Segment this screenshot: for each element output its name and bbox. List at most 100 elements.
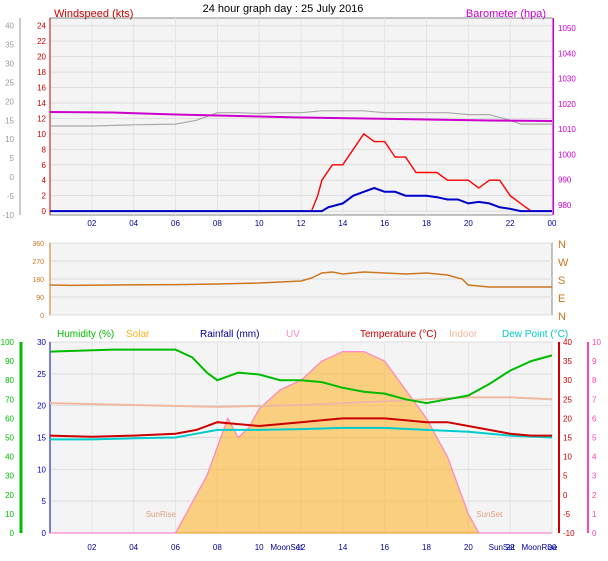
wind-y-tick: 2	[42, 192, 47, 201]
barometer-line	[49, 111, 553, 122]
compass-label: E	[558, 293, 565, 305]
wind-x-tick: 06	[171, 219, 180, 228]
wind-y-tick: 18	[37, 68, 46, 77]
uv-y-tick: 3	[592, 472, 597, 481]
legend-item: UV	[286, 329, 300, 340]
wind-label: Windspeed (kts)	[54, 8, 133, 20]
wind-x-tick: 22	[506, 219, 515, 228]
uv-y-tick: 5	[592, 434, 597, 443]
weather-panel: 0510152025300102030405060708090100-10-50…	[1, 338, 602, 552]
humidity-y-tick: 90	[5, 357, 14, 366]
uv-y-tick: 6	[592, 414, 597, 423]
wind-x-tick: 20	[464, 219, 473, 228]
humidity-y-tick: 20	[5, 491, 14, 500]
uv-y-tick: 0	[592, 529, 597, 538]
outer-y-tick: -5	[7, 192, 15, 201]
humidity-y-tick: 100	[1, 338, 15, 347]
weather-x-tick: 14	[338, 543, 347, 552]
legend-item: Rainfall (mm)	[200, 329, 259, 340]
humidity-y-tick: 70	[5, 395, 14, 404]
wind-x-tick: 02	[87, 219, 96, 228]
humidity-y-tick: 30	[5, 472, 14, 481]
weather-x-tick: 20	[464, 543, 473, 552]
barometer-y-tick: 1020	[558, 100, 576, 109]
uv-y-tick: 8	[592, 376, 597, 385]
rain-y-tick: 5	[42, 497, 47, 506]
humidity-y-tick: 60	[5, 414, 14, 423]
indoor-temp-line	[49, 396, 553, 408]
chart-title: 24 hour graph day : 25 July 2016	[203, 3, 364, 15]
wind-y-tick: 22	[37, 37, 46, 46]
humidity-y-tick: 10	[5, 510, 14, 519]
moonset-label: MoonSet	[270, 543, 303, 552]
weather-x-tick: 06	[171, 543, 180, 552]
weather-x-tick: 10	[255, 543, 264, 552]
wind-x-tick: 10	[255, 219, 264, 228]
legend-item: Indoor	[449, 329, 478, 340]
wind-y-tick: 16	[37, 84, 46, 93]
weather-x-tick: 18	[422, 543, 431, 552]
temperature-line	[49, 417, 552, 438]
legend-item: Temperature (°C)	[360, 329, 437, 340]
uv-y-tick: 4	[592, 453, 597, 462]
temp-y-tick: -10	[563, 529, 575, 538]
direction-y-tick: 180	[32, 277, 44, 284]
outer-y-tick: 15	[5, 116, 14, 125]
humidity-y-tick: 0	[10, 529, 15, 538]
weather-x-tick: 08	[213, 543, 222, 552]
temp-y-tick: 20	[563, 414, 572, 423]
wind-x-tick: 18	[422, 219, 431, 228]
outer-y-tick: 5	[10, 154, 15, 163]
temp-y-tick: 15	[563, 434, 572, 443]
temp-y-tick: 40	[563, 338, 572, 347]
barometer-y-tick: 980	[558, 201, 572, 210]
sunset-label: SunSet	[476, 510, 503, 519]
wind-y-tick: 4	[42, 176, 47, 185]
wind-x-tick: 12	[297, 219, 306, 228]
wind-y-tick: 20	[37, 53, 46, 62]
compass-label: N	[558, 239, 566, 251]
outer-y-tick: 10	[5, 135, 14, 144]
wind-y-tick: 8	[42, 145, 47, 154]
uv-y-tick: 2	[592, 491, 597, 500]
weather-legend: Humidity (%) Solar Rainfall (mm) UV Temperat…	[57, 329, 568, 340]
outer-y-tick: 35	[5, 41, 14, 50]
temp-y-tick: 5	[563, 472, 568, 481]
weather-x-tick: 04	[129, 543, 138, 552]
rain-y-tick: 20	[37, 402, 46, 411]
outer-y-tick: 20	[5, 97, 14, 106]
outer-y-tick: 25	[5, 78, 14, 87]
legend-item: Dew Point (°C)	[502, 329, 568, 340]
direction-y-tick: 270	[32, 259, 44, 266]
uv-y-tick: 1	[592, 510, 597, 519]
barometer-y-tick: 1010	[558, 125, 576, 134]
legend-item: Humidity (%)	[57, 329, 114, 340]
direction-line	[49, 271, 552, 288]
wind-x-tick: 04	[129, 219, 138, 228]
gray-series-line	[50, 110, 552, 127]
rain-y-tick: 30	[37, 338, 46, 347]
humidity-y-tick: 40	[5, 453, 14, 462]
uv-y-tick: 10	[592, 338, 601, 347]
weather-x-tick: 02	[87, 543, 96, 552]
barometer-y-tick: 1030	[558, 75, 576, 84]
temp-y-tick: 0	[563, 491, 568, 500]
wind-gust-line	[50, 132, 552, 212]
outer-y-tick: 30	[5, 59, 14, 68]
wind-x-tick: 16	[380, 219, 389, 228]
humidity-line	[49, 348, 553, 405]
direction-y-tick: 360	[32, 241, 44, 248]
uv-y-tick: 7	[592, 395, 597, 404]
temp-y-tick: 10	[563, 453, 572, 462]
moonrise-label: MoonRise	[521, 543, 558, 552]
temp-y-tick: 25	[563, 395, 572, 404]
compass-label: W	[558, 257, 569, 269]
weather-x-tick: 00	[548, 543, 557, 552]
wind-x-tick: 14	[338, 219, 347, 228]
weather-x-tick: 16	[380, 543, 389, 552]
direction-y-tick: 90	[36, 295, 44, 302]
rain-y-tick: 25	[37, 370, 46, 379]
wind-x-tick: 00	[548, 219, 557, 228]
